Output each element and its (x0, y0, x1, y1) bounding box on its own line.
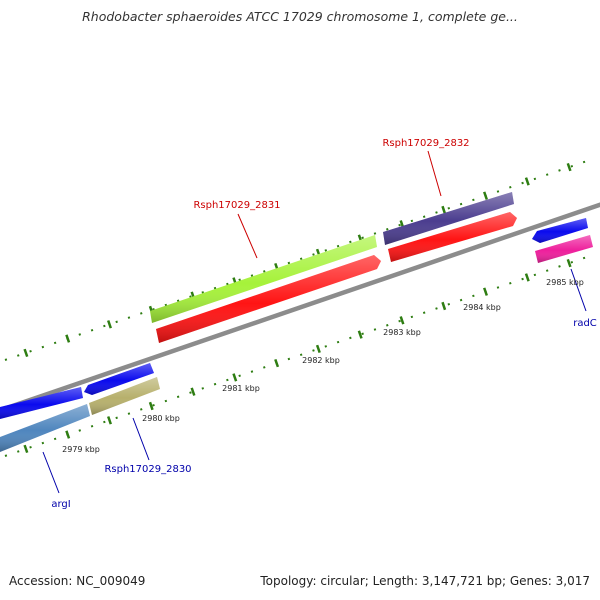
upper-major-ticks (23, 162, 572, 358)
accession-label: Accession: NC_009049 (9, 574, 146, 588)
lower-major-tick (232, 373, 238, 382)
gene-rsph17029-2832-upper[interactable] (383, 192, 514, 245)
upper-major-tick (483, 191, 488, 200)
lower-major-ticks (23, 258, 572, 454)
chromosome-backbone (0, 202, 600, 413)
leader-rsph17029-2831 (237, 213, 258, 259)
upper-major-tick (107, 320, 112, 329)
lower-major-tick (357, 330, 363, 339)
leader-rsph17029-2832 (427, 150, 442, 197)
label-argI[interactable]: argI (51, 499, 70, 510)
scale-label-2985: 2985 kbp (546, 278, 584, 287)
upper-major-tick (566, 162, 572, 172)
upper-major-tick (441, 205, 447, 215)
scale-label-2981: 2981 kbp (222, 384, 260, 393)
gene-upper-blue-arrow[interactable] (84, 363, 154, 395)
gene-rsph17029-2831-upper[interactable] (150, 235, 377, 323)
lower-major-tick (399, 316, 405, 325)
scale-labels: 2979 kbp 2980 kbp 2981 kbp 2982 kbp 2983… (62, 278, 584, 454)
gene-rsph17029-2831-lower[interactable] (156, 255, 381, 343)
scale-label-2979: 2979 kbp (62, 445, 100, 454)
label-radC[interactable]: radC (573, 318, 597, 329)
label-leader-lines (42, 150, 587, 494)
upper-tick-track (4, 159, 591, 361)
lower-major-tick (23, 444, 29, 454)
gene-argI-lower[interactable] (0, 404, 90, 452)
lower-major-tick (148, 401, 154, 411)
lower-major-tick (274, 358, 280, 368)
label-rsph17029-2832[interactable]: Rsph17029_2832 (382, 138, 469, 149)
upper-major-tick (65, 334, 71, 343)
forward-strand-genes (0, 192, 588, 419)
scale-label-2983: 2983 kbp (383, 328, 421, 337)
leader-rsph17029-2830 (132, 417, 150, 461)
scale-label-2984: 2984 kbp (463, 303, 501, 312)
genome-summary: Topology: circular; Length: 3,147,721 bp… (260, 574, 590, 588)
lower-major-tick (483, 287, 488, 296)
lower-major-tick (315, 344, 321, 354)
gene-rsph17029-2832-lower[interactable] (388, 212, 517, 262)
gene-labels: Rsph17029_2831 Rsph17029_2832 Rsph17029_… (51, 138, 596, 510)
upper-minor-ticks (4, 159, 591, 361)
scale-label-2980: 2980 kbp (142, 414, 180, 423)
gene-upper-left-blue[interactable] (0, 387, 83, 419)
gene-rsph17029-2830-lower[interactable] (89, 377, 160, 415)
lower-tick-track (4, 255, 591, 457)
upper-major-tick (23, 348, 29, 358)
label-rsph17029-2831[interactable]: Rsph17029_2831 (193, 200, 280, 211)
reverse-strand-genes (0, 212, 593, 452)
lower-major-tick (190, 387, 196, 396)
scale-label-2982: 2982 kbp (302, 356, 340, 365)
gene-upper-right-blue-arrow[interactable] (532, 218, 588, 243)
lower-major-tick (566, 258, 572, 268)
leader-argI (42, 451, 60, 494)
lower-major-tick (65, 430, 71, 439)
lower-major-tick (524, 273, 530, 282)
map-title: Rhodobacter sphaeroides ATCC 17029 chrom… (82, 9, 518, 24)
lower-major-tick (107, 416, 112, 425)
upper-major-tick (524, 177, 530, 186)
gene-radC-lower[interactable] (535, 235, 593, 263)
leader-radC (570, 268, 587, 312)
label-rsph17029-2830[interactable]: Rsph17029_2830 (104, 464, 191, 475)
lower-major-tick (441, 301, 447, 311)
